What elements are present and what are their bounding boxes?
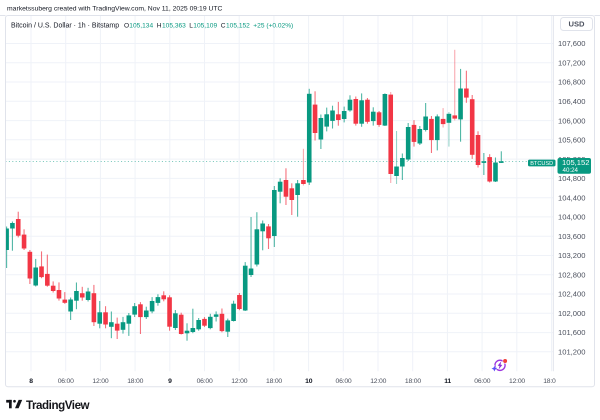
svg-text:10: 10 — [305, 378, 313, 385]
svg-text:103,600: 103,600 — [558, 232, 585, 241]
svg-text:105,363: 105,363 — [162, 22, 186, 29]
svg-text:H: H — [157, 22, 162, 29]
svg-text:106,800: 106,800 — [558, 78, 585, 87]
svg-text:102,000: 102,000 — [558, 309, 585, 318]
svg-text:12:00: 12:00 — [92, 378, 108, 385]
svg-text:BTCUSD: BTCUSD — [530, 161, 553, 167]
svg-text:104,000: 104,000 — [558, 213, 585, 222]
svg-text:L: L — [189, 22, 193, 29]
svg-text:11: 11 — [444, 378, 451, 385]
svg-text:12:00: 12:00 — [370, 378, 386, 385]
svg-text:06:00: 06:00 — [335, 378, 351, 385]
svg-text:105,152: 105,152 — [562, 158, 589, 167]
svg-text:101,200: 101,200 — [558, 348, 585, 357]
svg-text:06:00: 06:00 — [58, 378, 74, 385]
svg-text:101,600: 101,600 — [558, 328, 585, 337]
svg-text:18:00: 18:00 — [266, 378, 282, 385]
svg-text:103,200: 103,200 — [558, 251, 585, 260]
svg-text:104,400: 104,400 — [558, 193, 585, 202]
svg-text:9: 9 — [168, 378, 172, 385]
svg-text:C: C — [221, 22, 226, 29]
svg-text:+25 (+0.02%): +25 (+0.02%) — [253, 22, 293, 29]
svg-text:O: O — [124, 22, 129, 29]
svg-text:105,109: 105,109 — [193, 22, 217, 29]
svg-text:TradingView: TradingView — [26, 399, 91, 412]
svg-text:marketssuberg created with Tra: marketssuberg created with TradingView.c… — [7, 6, 223, 13]
svg-text:105,134: 105,134 — [129, 22, 153, 29]
svg-text:18:00: 18:00 — [405, 378, 421, 385]
svg-text:105,152: 105,152 — [226, 22, 250, 29]
svg-text:12:00: 12:00 — [509, 378, 525, 385]
svg-text:06:00: 06:00 — [197, 378, 213, 385]
svg-text:107,600: 107,600 — [558, 39, 585, 48]
svg-text:06:00: 06:00 — [474, 378, 490, 385]
svg-text:107,200: 107,200 — [558, 59, 585, 68]
svg-text:USD: USD — [568, 19, 585, 28]
svg-text:18:00: 18:00 — [127, 378, 143, 385]
svg-text:102,400: 102,400 — [558, 290, 585, 299]
svg-text:40:24: 40:24 — [563, 167, 579, 174]
svg-text:105,600: 105,600 — [558, 136, 585, 145]
svg-text:102,800: 102,800 — [558, 270, 585, 279]
svg-text:106,000: 106,000 — [558, 116, 585, 125]
svg-text:104,800: 104,800 — [558, 174, 585, 183]
svg-text:Bitcoin / U.S. Dollar · 1h · B: Bitcoin / U.S. Dollar · 1h · Bitstamp — [11, 22, 119, 29]
svg-text:12:00: 12:00 — [231, 378, 247, 385]
svg-text:8: 8 — [29, 378, 33, 385]
svg-text:106,400: 106,400 — [558, 97, 585, 106]
svg-text:18:0: 18:0 — [543, 378, 556, 385]
